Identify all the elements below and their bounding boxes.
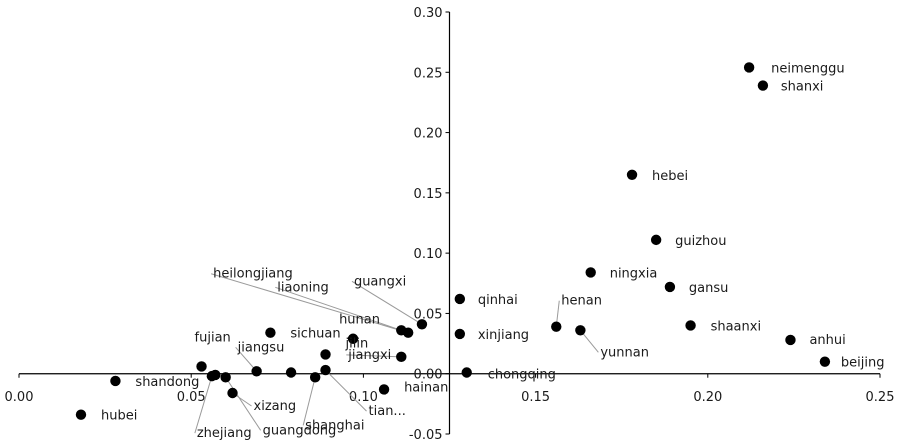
data-point-xinjiang (454, 328, 466, 340)
leader-line (346, 354, 402, 358)
point-label: hebei (652, 169, 688, 184)
point-label: jilin (345, 336, 369, 351)
y-tick-label: 0.25 (414, 66, 443, 81)
data-point-gansu (664, 281, 676, 293)
data-point-guangxi (416, 319, 428, 330)
point-label: ningxia (610, 266, 658, 281)
chart-axes: 0.00 0.05 0.10 0.15 0.20 0.25 -0.05 0.00 0.05 0.1… (5, 6, 895, 443)
point-label: hunan (339, 313, 380, 328)
data-point-hubei (75, 409, 87, 420)
data-point-sichuan (265, 327, 276, 338)
leader-line (211, 273, 409, 334)
leader-line (275, 286, 402, 331)
y-tick-label: 0.00 (414, 368, 443, 383)
point-label: hubei (101, 409, 137, 424)
point-label: shanxi (781, 80, 824, 95)
data-point-hainan (378, 384, 390, 395)
point-label: jiangsu (237, 340, 285, 355)
point-label: liaoning (277, 280, 329, 295)
data-point-anhui (785, 334, 796, 346)
point-label: fujian (195, 330, 231, 345)
label-leader-lines (194, 273, 599, 434)
data-point-qinhai (454, 293, 466, 305)
leader-line (351, 280, 423, 325)
point-label: xizang (254, 399, 297, 414)
data-points (75, 62, 831, 420)
point-label: beijing (841, 356, 885, 371)
x-tick-label: 0.00 (5, 390, 34, 405)
point-label: gansu (689, 281, 728, 296)
data-point-jilin (320, 349, 331, 360)
data-point-chongqing (461, 367, 472, 378)
data-point-shanxi (757, 80, 769, 91)
leader-line (225, 377, 262, 431)
data-point-guangdong (220, 372, 231, 383)
data-point-neimenggu (743, 62, 755, 73)
data-point-liaoning (396, 325, 407, 336)
y-tick-label: 0.05 (414, 307, 443, 322)
point-label: tian... (369, 404, 406, 419)
y-tick-label: -0.05 (409, 428, 443, 443)
data-point-tian (320, 364, 331, 376)
data-point-shaanxi (685, 320, 696, 331)
data-point-guizhou (650, 234, 662, 246)
data-point-jiangxi (396, 351, 407, 363)
y-tick-label: 0.10 (414, 247, 443, 262)
y-tick-label: 0.15 (414, 187, 443, 202)
data-point-jiangsu (251, 366, 262, 377)
data-point-yunnan (575, 325, 586, 336)
x-tick-label: 0.25 (866, 390, 895, 405)
data-point-fujian (196, 361, 207, 372)
point-label: anhui (809, 333, 845, 348)
x-tick-label: 0.20 (693, 390, 722, 405)
point-label: hainan (404, 380, 448, 395)
point-label: guangxi (354, 274, 406, 289)
point-labels: neimenggu shanxi hebei guizhou ningxia gansu q… (101, 61, 884, 441)
point-label: henan (561, 294, 602, 309)
data-point-xizang (227, 387, 238, 399)
point-label: chongqing (488, 368, 556, 383)
x-tick-label: 0.15 (521, 390, 550, 405)
data-point-henan (551, 321, 562, 332)
data-point (210, 369, 221, 381)
point-label: qinhai (478, 293, 518, 308)
point-label: sichuan (290, 327, 340, 342)
point-label: shanghai (305, 418, 364, 433)
leader-line (235, 346, 258, 372)
leader-line (302, 377, 316, 426)
point-label: jiangxi (347, 348, 391, 363)
point-label: guizhou (675, 234, 726, 249)
point-label: xinjiang (478, 328, 529, 343)
data-point-shanghai (309, 372, 321, 383)
point-label: neimenggu (771, 61, 845, 76)
point-label: guangdong (263, 423, 337, 438)
point-label: heilongjiang (213, 267, 293, 282)
data-point-beijing (819, 356, 831, 367)
x-tick-label: 0.05 (177, 390, 206, 405)
point-label: zhejiang (197, 426, 252, 441)
data-point-ningxia (585, 267, 596, 278)
leader-line (194, 375, 213, 434)
point-label: shandong (135, 375, 199, 390)
data-point-shandong (110, 375, 121, 387)
data-point-hunan (347, 333, 359, 344)
data-point-hebei (626, 169, 638, 180)
point-label: yunnan (600, 345, 649, 360)
y-tick-label: 0.30 (414, 6, 443, 21)
point-label: shaanxi (711, 319, 762, 334)
leader-line (325, 369, 367, 412)
y-tick-label: 0.20 (414, 127, 443, 142)
data-point (285, 367, 297, 378)
